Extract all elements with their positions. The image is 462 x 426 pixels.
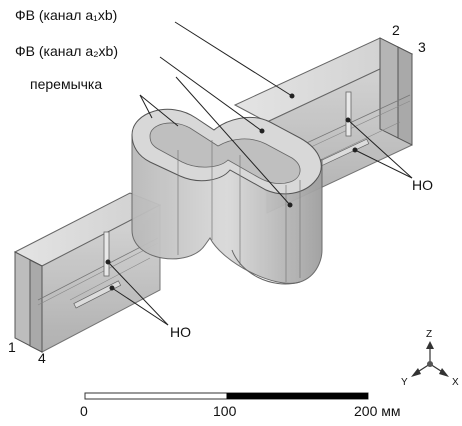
label-fv-channel-2: ФВ (канал a₂xb) xyxy=(15,43,118,59)
port-label-3: 3 xyxy=(418,39,426,55)
label-fv-channel-1: ФВ (канал a₁xb) xyxy=(15,7,117,23)
scale-bar: 0 100 200 мм xyxy=(80,392,401,419)
right-waveguide-section xyxy=(233,37,414,214)
scale-tick-200: 200 мм xyxy=(354,403,401,419)
bridge-body xyxy=(131,108,323,285)
axis-x-label: X xyxy=(452,377,459,388)
right-coupler-pin xyxy=(345,91,352,137)
scale-tick-100: 100 xyxy=(213,403,237,419)
axis-z-label: Z xyxy=(426,329,432,340)
scale-tick-0: 0 xyxy=(80,403,88,419)
right-guide-end-face xyxy=(379,37,399,139)
left-guide-port4-face xyxy=(29,259,43,353)
port-label-4: 4 xyxy=(38,350,46,366)
axis-triad: Z Y X xyxy=(401,329,459,388)
axis-y-label: Y xyxy=(401,377,408,388)
port-label-1: 1 xyxy=(8,339,16,355)
right-guide-port-face xyxy=(397,46,413,146)
label-coupler-right: НО xyxy=(412,177,433,193)
label-coupler-left: НО xyxy=(170,324,191,340)
port-label-2: 2 xyxy=(392,22,400,38)
scale-bar-filled-segment xyxy=(226,393,368,399)
left-coupler-pin xyxy=(103,231,110,277)
callout-leaders xyxy=(105,21,413,326)
label-bridge: перемычка xyxy=(30,76,102,92)
left-waveguide-section xyxy=(13,192,162,353)
